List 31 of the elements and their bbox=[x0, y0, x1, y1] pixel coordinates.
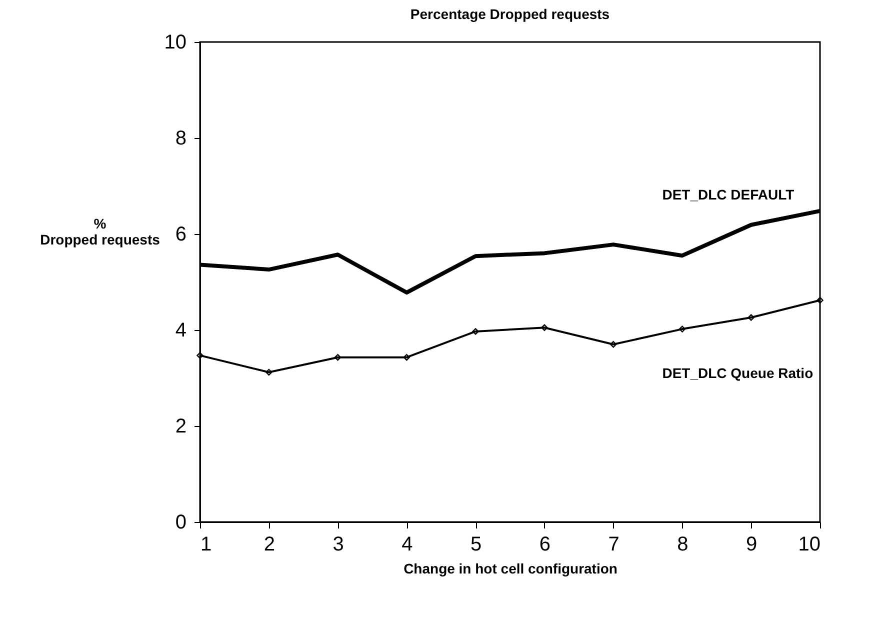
point bbox=[816, 296, 824, 304]
point bbox=[403, 354, 410, 361]
x-tick-label: 3 bbox=[332, 534, 344, 556]
point bbox=[196, 352, 204, 359]
y-tick-label: 10 bbox=[164, 32, 186, 54]
point bbox=[541, 324, 548, 331]
point bbox=[610, 341, 617, 348]
y-tick-label: 8 bbox=[175, 128, 186, 150]
point bbox=[334, 354, 342, 361]
y-tick-label: 6 bbox=[175, 224, 186, 246]
point bbox=[472, 328, 479, 335]
x-tick-label: 9 bbox=[746, 534, 758, 556]
point bbox=[266, 368, 272, 376]
x-axis-title: Change in hot cell configuration bbox=[404, 560, 618, 576]
x-tick-label: 2 bbox=[264, 534, 275, 556]
x-tick-label: 7 bbox=[608, 534, 620, 556]
x-tick-label: 5 bbox=[470, 534, 482, 556]
point bbox=[678, 326, 686, 332]
x-tick-label: 10 bbox=[798, 534, 820, 556]
y-tick-label: 4 bbox=[175, 320, 186, 342]
y-axis-title: % Dropped requests bbox=[40, 215, 160, 248]
series-label: DET_DLC DEFAULT bbox=[662, 186, 795, 203]
x-tick-label: 6 bbox=[539, 534, 551, 556]
x-tick-label: 1 bbox=[200, 534, 212, 556]
x-tick-label: 4 bbox=[402, 534, 413, 556]
y-tick-label: 2 bbox=[175, 416, 186, 438]
x-tick-label: 8 bbox=[677, 534, 688, 556]
point bbox=[748, 314, 754, 321]
text: DET_DLC Queue Ratio bbox=[662, 365, 814, 382]
y-tick-label: 0 bbox=[175, 512, 186, 534]
chart-title: Percentage Dropped requests bbox=[410, 6, 610, 22]
